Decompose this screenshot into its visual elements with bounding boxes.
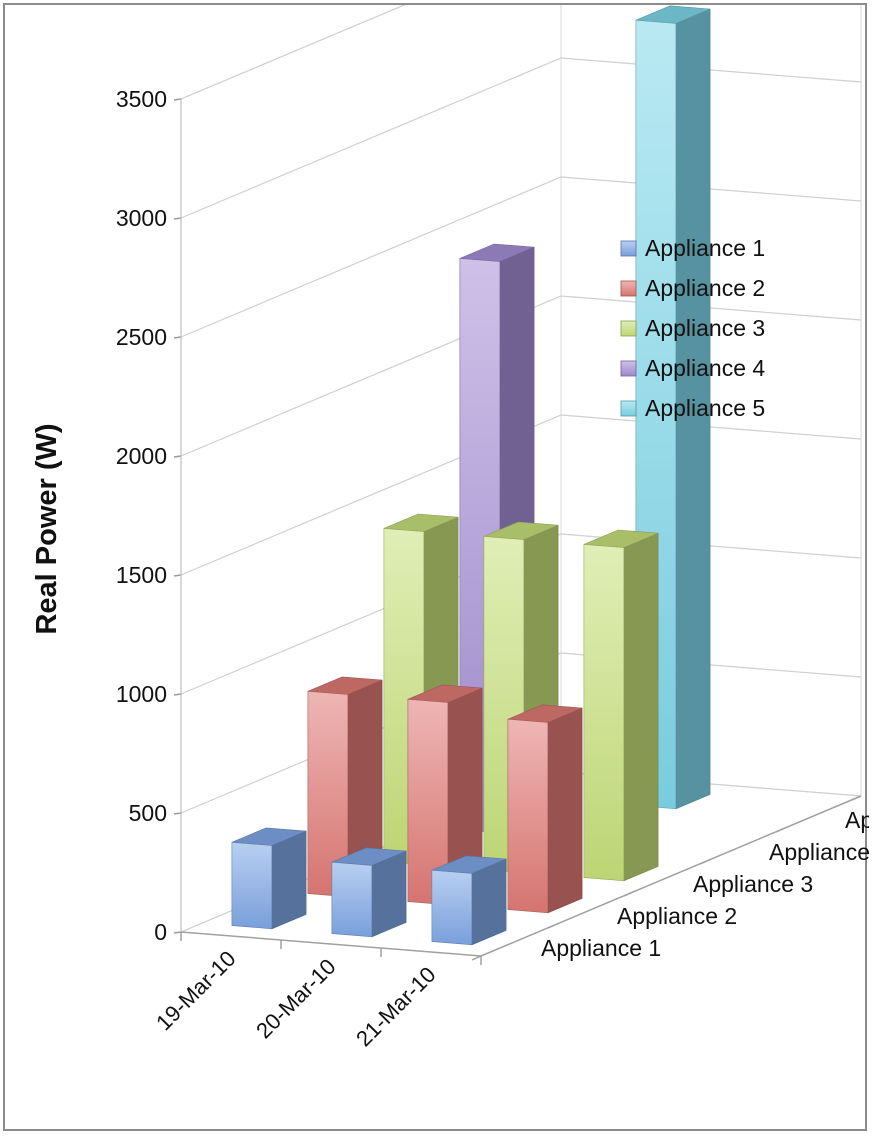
y-tick-label: 0 xyxy=(154,919,167,945)
legend: Appliance 1 Appliance 2 Appliance 3 Applian… xyxy=(620,235,765,421)
legend-swatch xyxy=(620,280,637,297)
depth-axis-line xyxy=(480,795,862,957)
y-tick-label: 2000 xyxy=(116,443,167,469)
legend-swatch xyxy=(620,360,637,377)
legend-item: Appliance 2 xyxy=(620,275,765,301)
chart-frame: 0 500 1000 1500 2000 2500 3000 3500 19-Mar-10 20-… xyxy=(3,0,872,1131)
y-tick-label: 1000 xyxy=(116,681,167,707)
legend-item: Appliance 1 xyxy=(620,235,765,261)
y-tick-label: 3000 xyxy=(116,205,167,231)
legend-swatch xyxy=(620,320,637,337)
y-tick-mark xyxy=(173,574,182,577)
depth-tick-label: Appliance 1 xyxy=(541,935,661,961)
legend-swatch xyxy=(620,240,637,257)
legend-swatch xyxy=(620,400,637,417)
bar xyxy=(583,529,659,882)
bars xyxy=(231,5,711,946)
x-axis-line xyxy=(180,931,482,957)
depth-tick-mark xyxy=(547,923,558,929)
gridline xyxy=(180,414,862,576)
legend-item: Appliance 4 xyxy=(620,355,765,381)
depth-tick-mark xyxy=(699,859,710,865)
gridline xyxy=(180,295,862,457)
y-tick-mark xyxy=(173,217,182,220)
bar xyxy=(231,827,307,930)
y-tick-mark xyxy=(173,98,182,101)
gridline xyxy=(180,176,862,338)
legend-item: Appliance 5 xyxy=(620,395,765,421)
depth-tick-label: Appliance 5 xyxy=(845,807,869,833)
depth-tick-mark xyxy=(851,795,862,801)
legend-label: Appliance 3 xyxy=(645,315,765,341)
y-tick-label: 2500 xyxy=(116,324,167,350)
bar xyxy=(431,855,507,946)
gridline xyxy=(180,57,862,219)
y-tick-mark xyxy=(173,693,182,696)
y-tick-mark xyxy=(173,931,182,934)
y-tick-label: 3500 xyxy=(116,86,167,112)
y-tick-mark xyxy=(173,455,182,458)
axes xyxy=(173,98,862,965)
x-tick-label: 21-Mar-10 xyxy=(351,962,440,1051)
legend-label: Appliance 4 xyxy=(645,355,765,381)
depth-tick-label: Appliance 3 xyxy=(693,871,813,897)
depth-tick-label: Appliance 2 xyxy=(617,903,737,929)
y-tick-mark xyxy=(173,336,182,339)
depth-tick-mark xyxy=(471,955,482,961)
chart-canvas: 0 500 1000 1500 2000 2500 3000 3500 19-Mar-10 20-… xyxy=(31,0,872,1051)
depth-tick-mark xyxy=(775,827,786,833)
legend-label: Appliance 1 xyxy=(645,235,765,261)
gridline xyxy=(180,0,418,100)
y-tick-label: 1500 xyxy=(116,562,167,588)
legend-label: Appliance 2 xyxy=(645,275,765,301)
x-tick-label: 20-Mar-10 xyxy=(251,954,340,1043)
y-tick-label: 500 xyxy=(129,800,167,826)
gridline xyxy=(180,533,862,695)
legend-label: Appliance 5 xyxy=(645,395,765,421)
depth-tick-label: Appliance 4 xyxy=(769,839,869,865)
y-tick-mark xyxy=(173,812,182,815)
legend-item: Appliance 3 xyxy=(620,315,765,341)
bar xyxy=(331,847,407,938)
depth-tick-mark xyxy=(623,891,634,897)
y-axis-title: Real Power (W) xyxy=(31,423,63,634)
bar xyxy=(507,704,583,914)
bar xyxy=(307,676,383,898)
x-tick-label: 19-Mar-10 xyxy=(151,946,240,1035)
